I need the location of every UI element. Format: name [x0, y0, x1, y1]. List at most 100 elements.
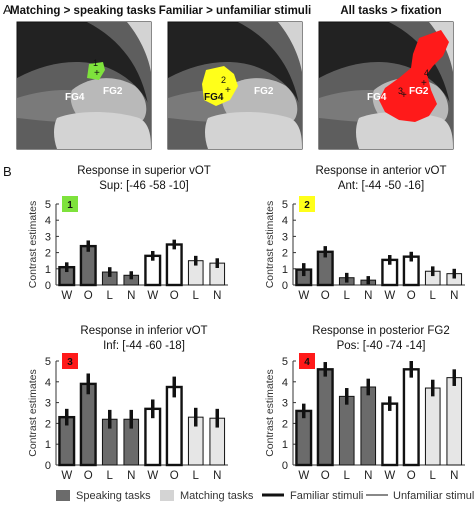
x-tick-label: N	[364, 290, 372, 302]
brain-1-label-fg2: FG2	[103, 86, 123, 97]
panel-a-label: A	[3, 2, 12, 17]
x-tick-label: L	[107, 290, 114, 302]
roi-2-blob	[202, 66, 238, 106]
legend-label-familiar: Familiar stimuli	[290, 490, 363, 502]
bar-charts: Response in superior vOT Sup: [-46 -58 -1…	[27, 165, 465, 482]
x-tick-label: L	[107, 470, 114, 482]
bar	[79, 382, 97, 467]
bar	[79, 244, 97, 287]
x-tick-label: N	[213, 290, 221, 302]
x-tick-label: W	[61, 290, 72, 302]
chart-1-title: Response in superior vOT	[77, 165, 211, 177]
y-tick-label: 5	[45, 356, 51, 368]
x-tick-label: L	[430, 290, 437, 302]
x-tick-label: W	[61, 470, 72, 482]
chart-3-subtitle: Inf: [-44 -60 -18]	[103, 340, 185, 352]
chart-2-ylabel: Contrast estimates	[264, 201, 276, 289]
legend-label-speaking: Speaking tasks	[76, 490, 151, 502]
x-tick-label: N	[213, 470, 221, 482]
y-tick-label: 1	[282, 264, 288, 276]
legend-label-matching: Matching tasks	[180, 490, 254, 502]
brain-3-label-fg2: FG2	[409, 86, 429, 97]
chart-4: Response in posterior FG2 Pos: [-40 -74 -…	[264, 325, 465, 482]
y-tick-label: 1	[282, 439, 288, 451]
roi-3-4-blob	[379, 30, 449, 122]
chart-1-badge-number: 1	[67, 200, 73, 211]
bar	[446, 377, 463, 466]
x-tick-label: L	[430, 470, 437, 482]
y-tick-label: 5	[45, 199, 51, 211]
y-tick-label: 1	[45, 264, 51, 276]
x-tick-label: W	[384, 290, 395, 302]
bar	[316, 368, 334, 467]
x-tick-label: W	[147, 470, 158, 482]
bar	[165, 243, 183, 287]
y-tick-label: 2	[45, 418, 51, 430]
chart-3: Response in inferior vOT Inf: [-44 -60 -1…	[27, 325, 228, 482]
x-tick-label: L	[193, 470, 200, 482]
legend: Speaking tasks Matching tasks Familiar s…	[56, 490, 474, 502]
brain-3-title: All tasks > fixation	[340, 5, 441, 17]
x-tick-label: W	[298, 470, 309, 482]
y-tick-label: 3	[45, 231, 51, 243]
chart-3-badge	[62, 353, 78, 369]
y-tick-label: 2	[45, 248, 51, 260]
chart-1-badge	[62, 196, 78, 212]
chart-1-subtitle: Sup: [-46 -58 -10]	[99, 180, 189, 192]
chart-2-title: Response in anterior vOT	[315, 165, 446, 177]
x-tick-label: N	[127, 290, 135, 302]
x-tick-label: O	[170, 290, 179, 302]
roi-3-number: 3	[398, 86, 403, 96]
x-tick-label: W	[384, 470, 395, 482]
x-tick-label: N	[364, 470, 372, 482]
roi-3-plus-icon: +	[401, 90, 407, 101]
chart-4-ylabel: Contrast estimates	[264, 369, 276, 457]
x-tick-label: N	[450, 470, 458, 482]
chart-4-subtitle: Pos: [-40 -74 -14]	[337, 340, 426, 352]
y-tick-label: 3	[282, 398, 288, 410]
brain-slice-1: Matching > speaking tasks 1 + FG4 FG2	[10, 5, 156, 150]
chart-2-subtitle: Ant: [-44 -50 -16]	[338, 180, 424, 192]
x-tick-label: W	[147, 290, 158, 302]
roi-2-number: 2	[221, 75, 226, 85]
x-tick-label: N	[127, 470, 135, 482]
chart-1-ylabel: Contrast estimates	[27, 201, 39, 289]
x-tick-label: O	[170, 470, 179, 482]
brain-2-title: Familiar > unfamiliar stimuli	[159, 5, 311, 17]
y-tick-label: 5	[282, 199, 288, 211]
y-tick-label: 1	[45, 439, 51, 451]
brain-slice-3: All tasks > fixation 3 4 + + FG4 FG2	[318, 5, 454, 150]
chart-4-badge	[299, 353, 315, 369]
x-tick-label: W	[298, 290, 309, 302]
bar	[381, 402, 399, 467]
roi-1-blob	[87, 62, 105, 80]
bar	[402, 368, 420, 467]
y-tick-label: 0	[282, 280, 288, 292]
bar	[295, 409, 313, 467]
y-tick-label: 0	[282, 460, 288, 472]
brain-3-label-fg4: FG4	[367, 92, 387, 103]
y-tick-label: 4	[282, 215, 288, 227]
y-tick-label: 3	[45, 398, 51, 410]
brain-2-label-fg4: FG4	[204, 92, 224, 103]
brain-2-label-fg2: FG2	[254, 86, 274, 97]
chart-3-ylabel: Contrast estimates	[27, 369, 39, 457]
x-tick-label: L	[193, 290, 200, 302]
y-tick-label: 4	[282, 377, 288, 389]
y-tick-label: 4	[45, 377, 51, 389]
brain-1-title: Matching > speaking tasks	[10, 5, 156, 17]
x-tick-label: O	[84, 290, 93, 302]
bar	[338, 395, 355, 466]
y-tick-label: 2	[282, 248, 288, 260]
x-tick-label: O	[321, 290, 330, 302]
y-tick-label: 5	[282, 356, 288, 368]
x-tick-label: O	[407, 290, 416, 302]
chart-2: Response in anterior vOT Ant: [-44 -50 -1…	[264, 165, 465, 302]
chart-4-badge-number: 4	[304, 357, 310, 368]
roi-4-plus-icon: +	[421, 78, 427, 89]
chart-3-badge-number: 3	[67, 357, 73, 368]
bar	[424, 387, 441, 466]
chart-4-title: Response in posterior FG2	[312, 325, 449, 337]
bar	[165, 385, 183, 467]
